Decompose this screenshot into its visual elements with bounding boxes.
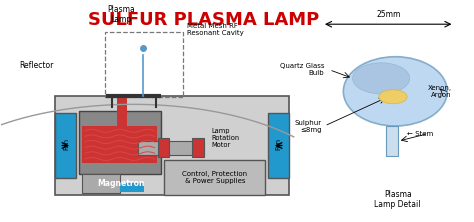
Text: SULFUR PLASMA LAMP: SULFUR PLASMA LAMP [88, 11, 319, 29]
Text: 25mm: 25mm [376, 10, 401, 19]
Bar [120, 183, 144, 192]
Bar [55, 113, 76, 178]
Bar [55, 96, 289, 195]
Bar [117, 96, 128, 159]
Text: Lamp
Rotation
Motor: Lamp Rotation Motor [211, 128, 239, 148]
Bar [157, 138, 169, 157]
Bar [105, 32, 182, 97]
Text: Fan: Fan [63, 138, 69, 151]
Text: ← Stem: ← Stem [407, 131, 433, 137]
Bar [268, 113, 289, 178]
Text: Reflector: Reflector [19, 61, 54, 70]
Bar [79, 111, 161, 174]
Text: Magnetron: Magnetron [98, 179, 145, 188]
Text: Control, Protection
& Power Supplies: Control, Protection & Power Supplies [182, 171, 247, 184]
Text: Sulphur
≤8mg: Sulphur ≤8mg [295, 119, 322, 133]
Text: Quartz Glass
Bulb: Quartz Glass Bulb [280, 63, 324, 76]
Bar [164, 160, 265, 195]
Ellipse shape [353, 63, 410, 94]
Bar [192, 138, 204, 157]
Ellipse shape [343, 57, 447, 126]
Bar [138, 141, 204, 155]
Text: Plasma
Lamp Detail: Plasma Lamp Detail [374, 190, 421, 209]
Ellipse shape [379, 90, 407, 104]
Text: Fan: Fan [275, 138, 282, 151]
Text: Xenon,
Argon: Xenon, Argon [428, 85, 452, 98]
Bar [386, 126, 398, 156]
Bar [82, 126, 157, 163]
Text: Plasma
Lamp: Plasma Lamp [107, 5, 135, 24]
Bar [82, 174, 120, 193]
Text: Metal Mesh RF
Resonant Cavity: Metal Mesh RF Resonant Cavity [187, 23, 244, 36]
